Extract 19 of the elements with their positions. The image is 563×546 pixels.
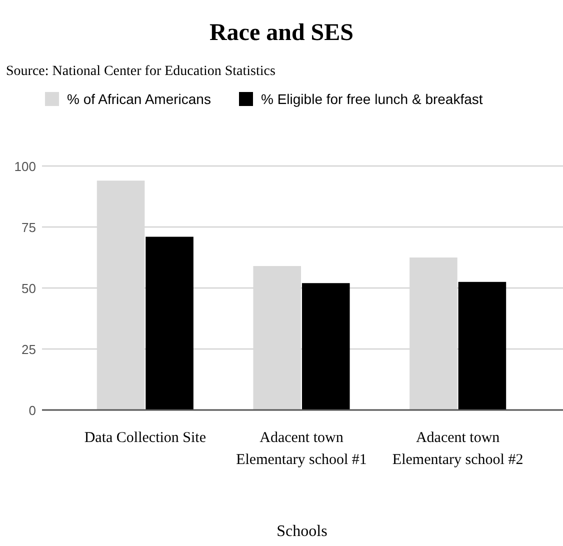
x-tick-label: Adacent town Elementary school #1 (236, 430, 367, 468)
bar (96, 180, 145, 410)
x-axis-title: Schools (276, 523, 328, 540)
bar (410, 258, 458, 410)
legend-label: % of African Americans (67, 91, 211, 107)
y-tick-label: 100 (14, 159, 36, 174)
y-tick-label: 50 (22, 281, 36, 296)
y-tick-label: 0 (28, 403, 36, 418)
legend-label: % Eligible for free lunch & breakfast (261, 91, 483, 107)
bar (458, 282, 506, 410)
bar (253, 266, 302, 410)
chart-title: Race and SES (209, 20, 354, 46)
x-tick-label: Adacent town Elementary school #2 (392, 430, 524, 468)
chart-subtitle: Source: National Center for Education Statistics (6, 64, 276, 79)
y-tick-label: 75 (22, 220, 36, 235)
bar (302, 283, 350, 410)
y-tick-label: 25 (22, 342, 36, 357)
bar (146, 236, 194, 410)
x-tick-label: Data Collection Site (84, 430, 206, 446)
